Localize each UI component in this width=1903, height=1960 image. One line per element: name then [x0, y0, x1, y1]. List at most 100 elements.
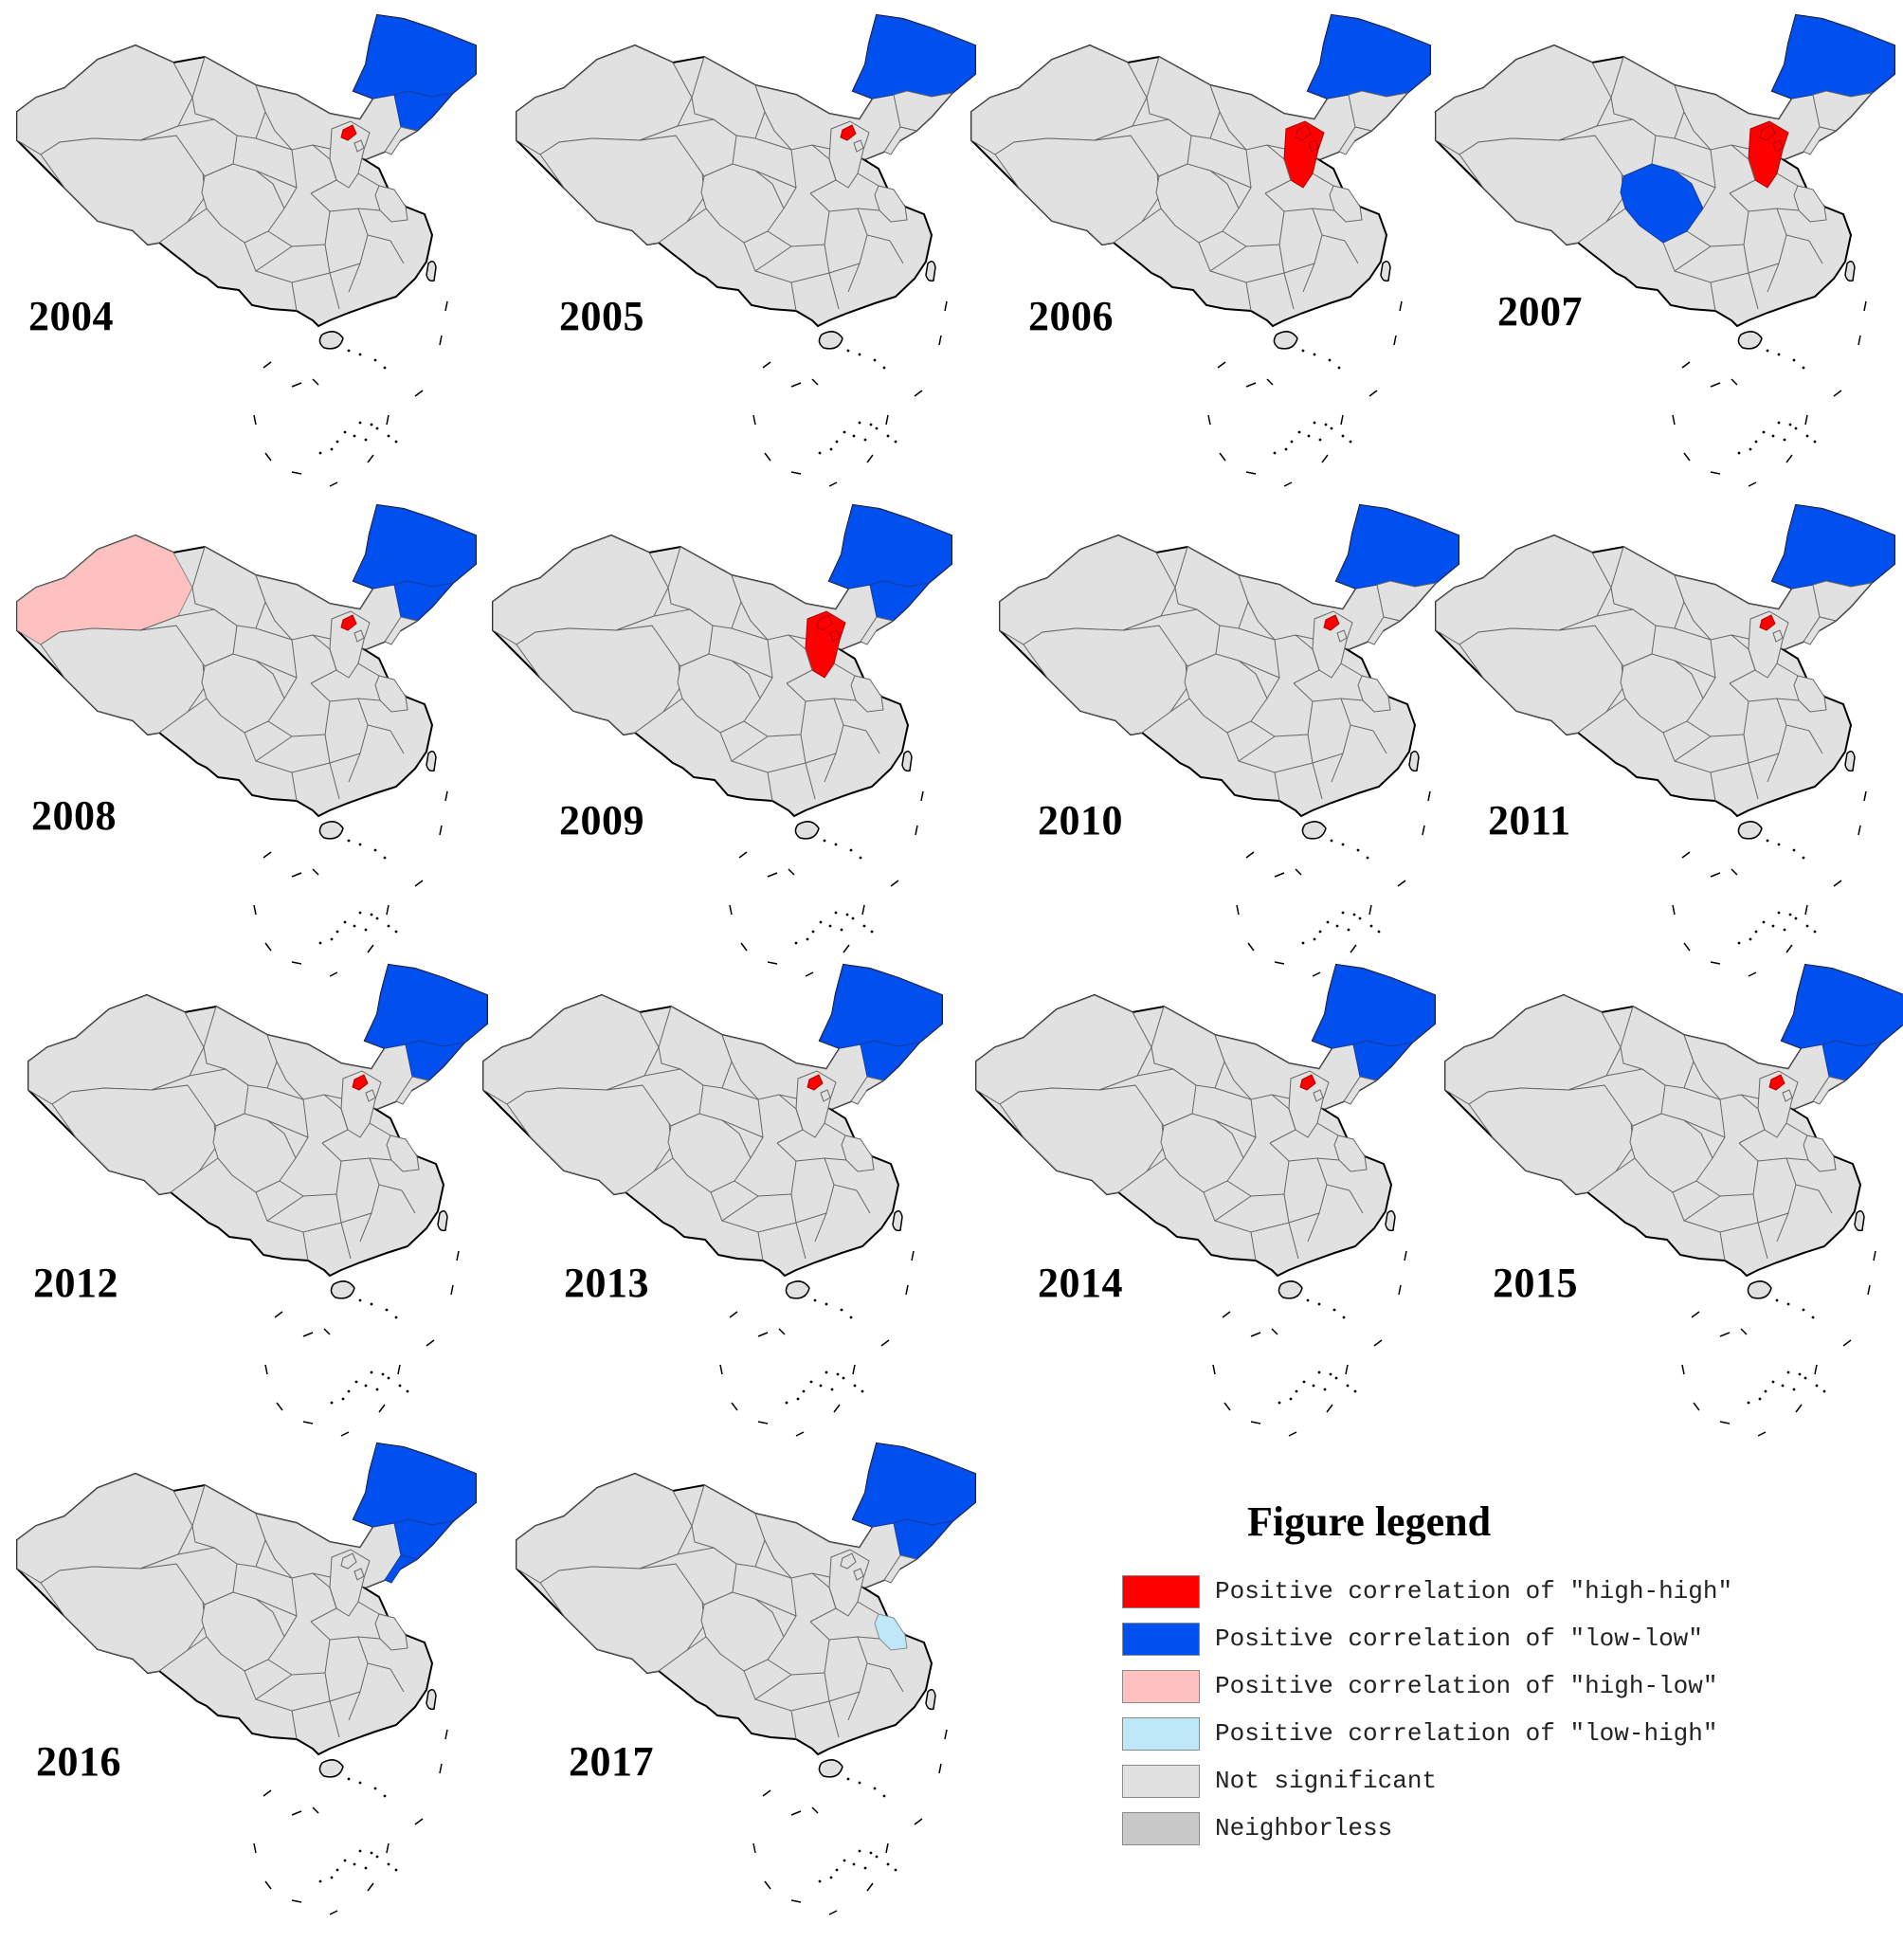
province-border — [786, 634, 813, 684]
province-border — [790, 1710, 797, 1740]
sea-boundary-dash — [1740, 1328, 1748, 1335]
islet — [364, 1866, 368, 1870]
province-liaoning — [395, 1076, 430, 1105]
sea-boundary-dash — [1863, 790, 1867, 802]
islet — [358, 843, 362, 846]
sea-boundary-dash — [1873, 1250, 1876, 1261]
islet — [1302, 1380, 1306, 1384]
sea-boundary-dash — [1681, 361, 1691, 369]
province-border — [1748, 272, 1759, 310]
islet — [364, 438, 368, 442]
islet — [330, 1401, 334, 1405]
islet — [354, 1380, 358, 1384]
islet — [1356, 848, 1360, 852]
legend-item-not-significant: Not significant — [1118, 1763, 1725, 1801]
islet — [394, 930, 398, 934]
sea-boundary-dash — [1245, 471, 1257, 475]
legend-swatch-high-high — [1122, 1575, 1200, 1608]
province-border — [754, 263, 861, 283]
sea-boundary-dash — [1321, 454, 1329, 463]
sea-boundary-dash — [253, 414, 257, 426]
island — [318, 821, 344, 840]
sea-boundary-dash — [944, 1729, 948, 1740]
islet — [1794, 426, 1798, 430]
islet — [335, 440, 339, 444]
province-beijing — [340, 124, 357, 141]
islet — [802, 1389, 806, 1393]
sea-boundary-dash — [367, 944, 374, 953]
province-border — [1349, 1189, 1364, 1214]
island — [892, 1210, 903, 1232]
province-border — [1683, 1087, 1721, 1100]
province-heilongjiang — [852, 1443, 976, 1528]
sea-boundary-dash — [729, 1311, 738, 1318]
sea-boundary-dash — [378, 1404, 386, 1413]
islet — [1317, 1370, 1321, 1374]
province-border — [1344, 240, 1359, 264]
legend-title: Figure legend — [1247, 1498, 1492, 1545]
province-border — [653, 1157, 674, 1172]
sea-boundary-dash — [450, 1284, 454, 1296]
sea-boundary-dash — [1266, 378, 1274, 386]
sea-boundary-dash — [1271, 1328, 1278, 1335]
province-border — [776, 1142, 847, 1162]
islet — [858, 353, 861, 356]
islet — [1301, 349, 1305, 353]
sea-boundary-dash — [1693, 1402, 1700, 1411]
sea-boundary-dash — [1795, 1404, 1803, 1413]
islet — [387, 1376, 390, 1380]
sea-boundary-dash — [1207, 414, 1211, 426]
sea-boundary-dash — [444, 300, 448, 312]
province-qinghai — [139, 118, 238, 177]
map-panel-2016: 2016 — [8, 1436, 481, 1929]
figure-legend: Figure legend Positive correlation of ″h… — [1118, 1497, 1732, 1845]
province-tianjin — [853, 1568, 864, 1581]
islet — [1353, 1389, 1357, 1393]
islet — [1754, 930, 1758, 934]
islet — [383, 366, 387, 370]
islet — [1777, 353, 1781, 356]
islet — [1747, 1401, 1750, 1405]
province-qinghai — [1122, 608, 1221, 667]
islet — [394, 1868, 398, 1872]
province-jiangsu — [874, 185, 908, 223]
islet — [347, 1389, 351, 1393]
islet — [1788, 423, 1792, 426]
province-border — [266, 1087, 304, 1100]
islet — [863, 1866, 867, 1870]
islet — [358, 911, 362, 915]
islet — [1792, 1388, 1796, 1391]
islet — [1777, 843, 1781, 846]
province-border — [1269, 1094, 1296, 1144]
province-tibet — [994, 135, 1160, 245]
sea-boundary-dash — [1681, 851, 1691, 859]
province-border — [1169, 698, 1190, 713]
province-heilongjiang — [819, 964, 943, 1049]
province-border — [1785, 1122, 1808, 1136]
sea-boundary-dash — [1691, 1311, 1700, 1318]
islet — [353, 434, 356, 438]
province-border — [662, 698, 683, 713]
sea-boundary-dash — [885, 414, 889, 426]
sea-boundary-dash — [890, 880, 899, 887]
islet — [846, 349, 850, 353]
islet — [1307, 434, 1311, 438]
province-jilin — [1812, 580, 1874, 622]
sea-boundary-dash — [1683, 452, 1691, 462]
legend-label-low-high: Positive correlation of ″low-high″ — [1215, 1719, 1718, 1748]
islet — [1306, 1298, 1310, 1302]
islet — [358, 1781, 362, 1785]
sea-boundary-dash — [1222, 1311, 1231, 1318]
islet — [370, 1851, 373, 1855]
province-border — [310, 682, 381, 702]
islet — [1337, 366, 1341, 370]
province-tianjin — [829, 629, 841, 643]
province-border — [754, 1691, 861, 1712]
map-panel-2004: 2004 — [8, 8, 481, 500]
sea-boundary-dash — [1245, 851, 1255, 859]
map-panel-2015: 2015 — [1436, 957, 1903, 1450]
island — [426, 261, 437, 282]
sea-boundary-dash — [1245, 382, 1257, 388]
province-border — [1340, 662, 1363, 677]
islet — [1330, 839, 1333, 843]
